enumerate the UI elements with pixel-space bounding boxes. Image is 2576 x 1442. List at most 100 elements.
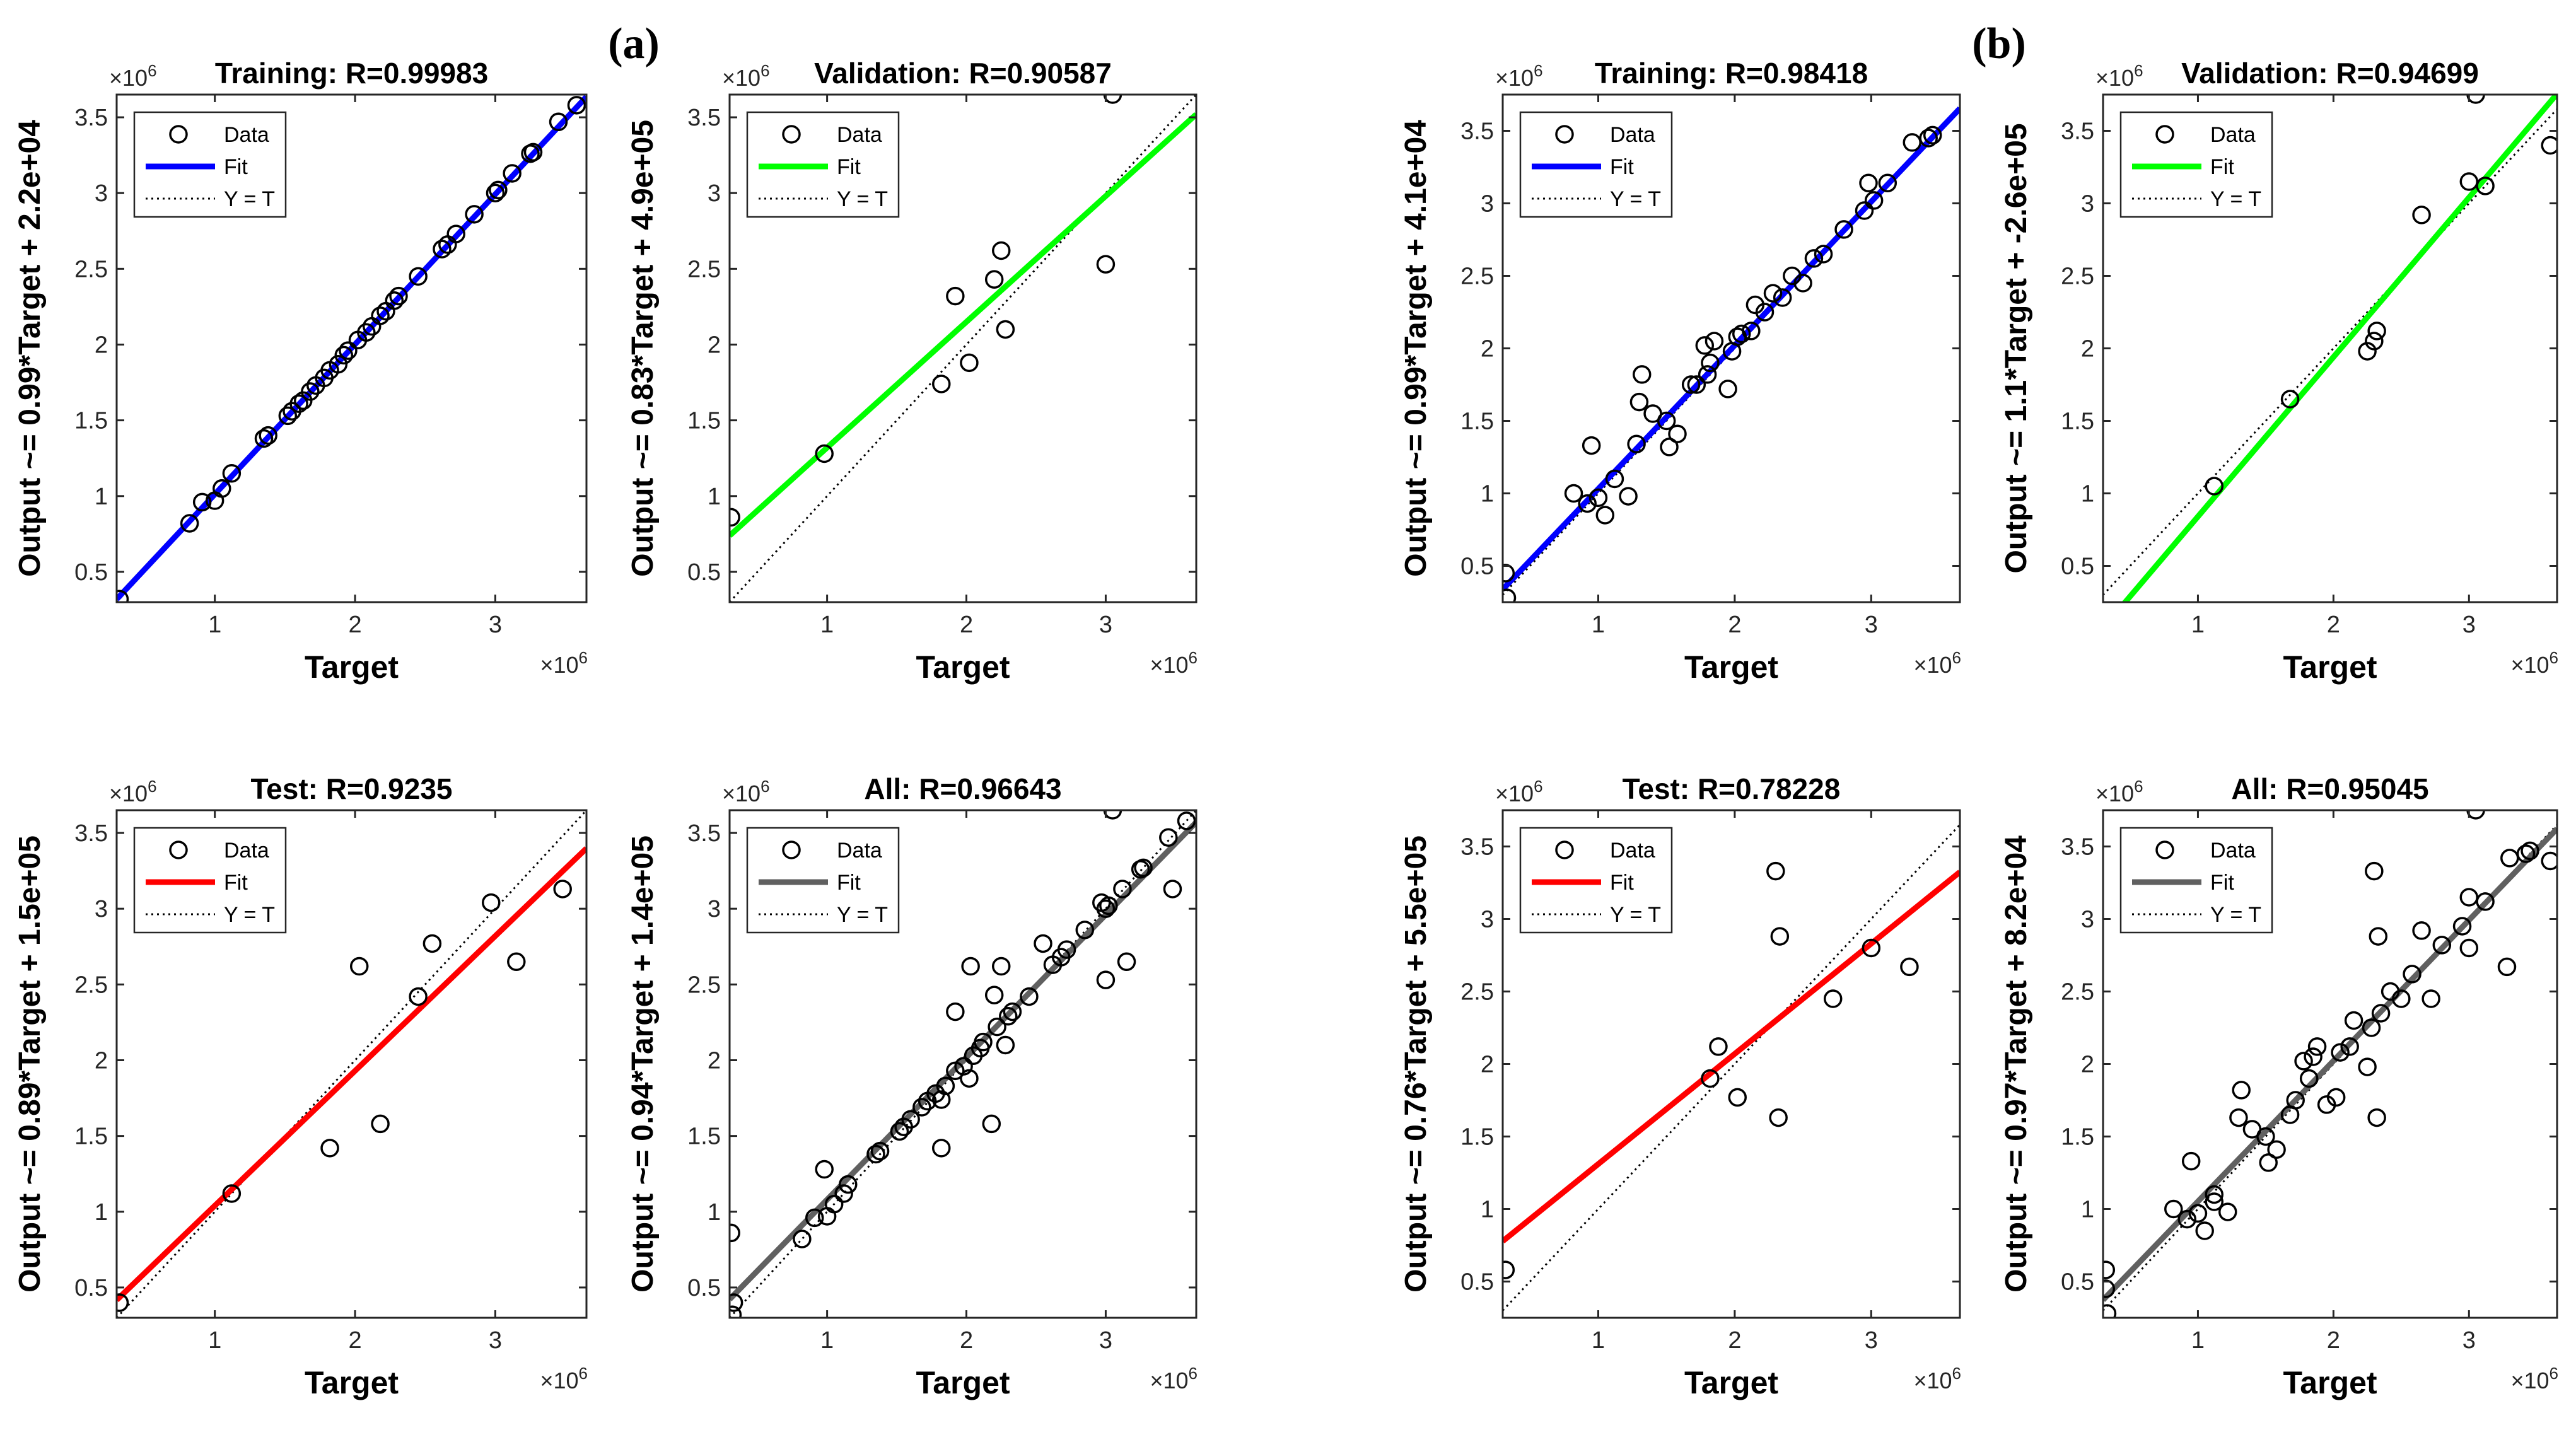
data-point <box>1057 940 1076 959</box>
y-tick-label: 1 <box>95 1199 108 1226</box>
data-point <box>1020 987 1039 1006</box>
data-point <box>1117 952 1136 972</box>
chart-panel-3: 1 2 3 0.5 1 1.5 2 2.5 3 3.5 ×106 ×106 Training: R=0.… <box>1399 57 1961 685</box>
data-point <box>1728 1088 1747 1107</box>
data-point <box>1718 380 1737 398</box>
y-tick-label: 0.5 <box>2061 1269 2094 1296</box>
data-point <box>423 934 442 953</box>
legend-data-marker <box>782 125 801 144</box>
data-point <box>2452 917 2472 936</box>
data-point <box>996 1035 1015 1055</box>
x-tick-label: 2 <box>1728 612 1741 638</box>
x-tick-label: 3 <box>489 612 502 638</box>
y-axis-label: Output ~= 0.99*Target + 4.1e+04 <box>1399 120 1433 577</box>
data-point <box>1099 896 1118 916</box>
legend-ideal-label: Y = T <box>2210 903 2261 927</box>
data-point <box>991 956 1011 976</box>
data-point <box>2459 938 2479 958</box>
y-tick-label: 2 <box>1481 1052 1494 1078</box>
data-point <box>912 1098 931 1117</box>
x-tick-label: 1 <box>1592 1327 1605 1354</box>
legend-data-marker <box>2155 125 2174 144</box>
data-point <box>2466 810 2485 820</box>
data-point <box>2205 1192 2223 1211</box>
data-point <box>320 1139 339 1158</box>
data-point <box>1701 353 1720 373</box>
x-axis-label: Target <box>1684 649 1778 685</box>
data-point <box>1878 173 1897 193</box>
data-point <box>2103 1260 2116 1279</box>
y-axis-label: Output ~= 1.1*Target + -2.6e+05 <box>2000 123 2033 573</box>
x-exponent-label: ×106 <box>540 1364 588 1393</box>
x-exponent-label: ×106 <box>540 648 588 678</box>
group-label-b: (b) <box>1972 20 2026 68</box>
x-tick-label: 1 <box>1592 612 1605 638</box>
data-point <box>1864 191 1884 210</box>
data-point <box>1687 375 1706 394</box>
data-point <box>932 1090 951 1109</box>
legend: Data Fit Y = T <box>746 111 900 218</box>
fit-line <box>117 846 586 1303</box>
x-tick-label: 1 <box>2191 1327 2205 1354</box>
data-point <box>1657 411 1676 431</box>
data-point <box>1163 880 1182 898</box>
data-point <box>815 1160 834 1179</box>
data-point <box>1900 957 1919 977</box>
x-tick-label: 3 <box>1865 1327 1878 1354</box>
data-point <box>1742 322 1761 340</box>
data-point <box>2304 1047 2322 1066</box>
y-tick-label: 0.5 <box>1460 1269 1494 1296</box>
y-tick-label: 0.5 <box>74 1275 108 1301</box>
x-tick-label: 2 <box>1728 1327 1741 1354</box>
data-point <box>371 306 390 325</box>
y-tick-label: 3 <box>1481 191 1494 218</box>
y-tick-label: 2.5 <box>2061 264 2094 290</box>
x-tick-label: 1 <box>820 1327 834 1354</box>
data-point <box>2422 989 2440 1008</box>
data-point <box>960 1069 979 1088</box>
y-exponent-label: ×106 <box>722 777 770 806</box>
data-point <box>984 986 1004 1004</box>
data-point <box>1855 201 1874 220</box>
data-point <box>2367 1108 2386 1127</box>
data-point <box>334 346 354 365</box>
data-point <box>1834 220 1853 239</box>
data-point <box>2392 989 2411 1008</box>
data-point <box>1627 434 1646 454</box>
y-exponent-label: ×106 <box>722 61 770 91</box>
legend-data-label: Data <box>837 123 882 147</box>
x-axis-label: Target <box>305 649 399 685</box>
y-tick-label: 3 <box>1481 907 1494 933</box>
y-tick-label: 3 <box>708 180 721 207</box>
data-point <box>357 323 376 342</box>
data-point <box>870 1141 890 1161</box>
data-point <box>1619 487 1638 506</box>
data-point <box>2476 177 2495 195</box>
data-point <box>2358 342 2377 361</box>
chart-title: Training: R=0.98418 <box>1595 57 1868 90</box>
x-axis-label: Target <box>2283 1365 2377 1400</box>
data-point <box>446 224 465 243</box>
legend: Data Fit Y = T <box>1519 111 1673 218</box>
y-exponent-label: ×106 <box>2095 777 2143 806</box>
chart-title: Training: R=0.99983 <box>215 57 488 90</box>
data-point <box>793 1230 812 1248</box>
data-point <box>1681 375 1701 394</box>
y-axis-label: Output ~= 0.76*Target + 5.5e+05 <box>1399 835 1433 1293</box>
y-exponent-label: ×106 <box>2095 61 2143 91</box>
data-point <box>2218 1202 2237 1221</box>
data-point <box>2516 844 2536 863</box>
data-point <box>2521 841 2539 861</box>
data-point <box>1823 989 1843 1008</box>
data-point <box>1034 934 1052 953</box>
data-point <box>2371 1004 2391 1023</box>
data-point <box>329 354 348 374</box>
axes-box <box>115 93 588 603</box>
y-tick-label: 1 <box>708 1199 721 1226</box>
y-tick-label: 1 <box>2081 1197 2094 1223</box>
chart-title: All: R=0.96643 <box>864 772 1061 805</box>
group-label-a: (a) <box>608 20 660 68</box>
chart-panel-8: 1 2 3 0.5 1 1.5 2 2.5 3 3.5 ×106 ×106 All: R=0.95045… <box>2000 772 2558 1400</box>
legend-data-marker <box>1555 840 1574 859</box>
